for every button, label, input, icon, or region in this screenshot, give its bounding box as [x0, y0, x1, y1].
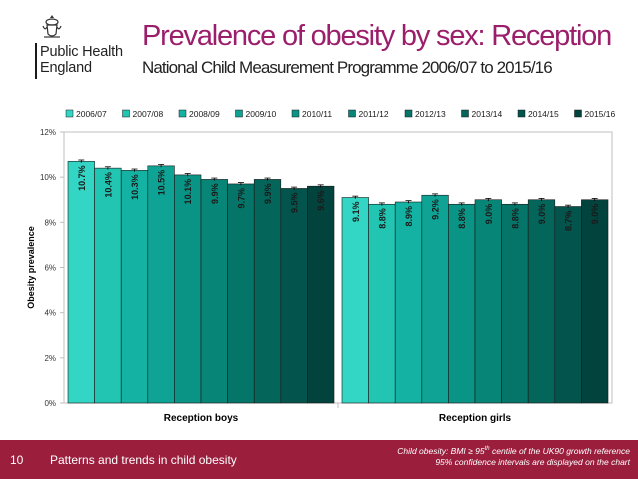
- bar: [554, 206, 582, 404]
- x-category-label: Reception boys: [164, 413, 239, 424]
- data-label: 9.2%: [431, 199, 441, 220]
- legend-label: 2013/14: [472, 109, 503, 119]
- page-title: Prevalence of obesity by sex: Reception: [142, 20, 612, 52]
- data-label: 10.7%: [77, 165, 87, 191]
- data-label: 8.8%: [457, 208, 467, 229]
- bar: [174, 174, 202, 404]
- legend-label: 2012/13: [415, 109, 446, 119]
- data-label: 10.5%: [157, 170, 167, 196]
- legend-label: 2008/09: [189, 109, 220, 119]
- legend-swatch: [65, 109, 74, 118]
- legend-swatch: [461, 109, 469, 118]
- data-label: 9.7%: [236, 188, 246, 209]
- bar: [227, 183, 255, 404]
- bar: [307, 185, 335, 404]
- y-axis-label: Obesity prevalence: [26, 226, 36, 309]
- legend-label: 2009/10: [246, 109, 277, 119]
- bar: [120, 170, 149, 404]
- data-label: 9.6%: [316, 190, 326, 211]
- y-tick-label: 0%: [44, 399, 56, 408]
- note-suffix: centile of the UK90 growth reference: [489, 446, 630, 456]
- bar: [67, 161, 95, 404]
- data-label: 8.7%: [564, 211, 574, 232]
- legend-label: 2011/12: [359, 109, 389, 119]
- legend-label: 2006/07: [76, 109, 107, 119]
- legend-swatch: [517, 109, 526, 118]
- x-category-label: Reception girls: [439, 413, 512, 424]
- data-label: 9.1%: [351, 201, 361, 222]
- logo-line2: England: [40, 60, 92, 76]
- royal-crest-icon: [42, 15, 62, 38]
- y-tick-label: 6%: [44, 264, 56, 273]
- footer-note-ci: 95% confidence intervals are displayed o…: [435, 457, 630, 467]
- data-label: 9.0%: [590, 204, 600, 225]
- data-label: 8.9%: [404, 206, 414, 227]
- data-label: 10.4%: [103, 172, 113, 198]
- bar: [147, 165, 175, 404]
- logo-line1: Public Health: [40, 44, 123, 60]
- bar: [501, 203, 529, 404]
- legend-swatch: [235, 109, 243, 118]
- bar: [368, 203, 396, 404]
- footer-note-definition: Child obesity: BMI ≥ 95th centile of the…: [397, 446, 630, 456]
- legend-swatch: [122, 109, 130, 118]
- y-tick-label: 2%: [44, 354, 56, 363]
- bar: [527, 199, 556, 404]
- logo-bar: [35, 43, 37, 79]
- note-superscript: th: [484, 446, 490, 453]
- bar: [94, 167, 122, 404]
- y-tick-label: 10%: [40, 173, 56, 182]
- bar: [200, 179, 228, 404]
- bar: [581, 199, 609, 404]
- obesity-bar-chart: 0% 2% 4% 6% 8% 10% 12% Obesity prevalence 10.7% 1…: [26, 109, 616, 424]
- page-number: 10: [10, 453, 24, 467]
- legend-swatch: [291, 109, 300, 118]
- y-tick-label: 12%: [40, 128, 56, 137]
- data-label: 9.0%: [484, 204, 494, 225]
- data-label: 10.1%: [183, 179, 193, 205]
- bar: [448, 203, 476, 404]
- bar: [421, 194, 449, 404]
- legend-swatch: [178, 109, 187, 118]
- legend-swatch: [574, 109, 582, 118]
- legend-label: 2010/11: [302, 109, 332, 119]
- bar: [341, 197, 369, 404]
- page-subtitle: National Child Measurement Programme 200…: [142, 58, 553, 77]
- legend-label: 2007/08: [133, 109, 164, 119]
- footer-title: Patterns and trends in child obesity: [50, 453, 237, 467]
- data-label: 9.9%: [210, 183, 220, 204]
- note-prefix: Child obesity: BMI ≥ 95: [397, 446, 485, 456]
- data-label: 9.0%: [537, 204, 547, 225]
- bar: [394, 201, 423, 404]
- data-label: 10.3%: [130, 174, 140, 200]
- bar: [253, 179, 282, 404]
- data-label: 9.5%: [290, 192, 300, 213]
- legend-swatch: [404, 109, 413, 118]
- legend-label: 2015/16: [585, 109, 616, 119]
- data-label: 8.8%: [510, 208, 520, 229]
- bar: [280, 188, 308, 404]
- logo-text: Public Health England: [40, 44, 123, 76]
- legend-swatch: [348, 109, 356, 118]
- y-tick-label: 4%: [44, 309, 56, 318]
- y-tick-label: 8%: [44, 218, 56, 227]
- bar: [474, 199, 502, 404]
- data-label: 9.9%: [263, 183, 273, 204]
- footer-bar: 10 Patterns and trends in child obesity …: [0, 440, 638, 479]
- legend-label: 2014/15: [528, 109, 559, 119]
- data-label: 8.8%: [377, 208, 387, 229]
